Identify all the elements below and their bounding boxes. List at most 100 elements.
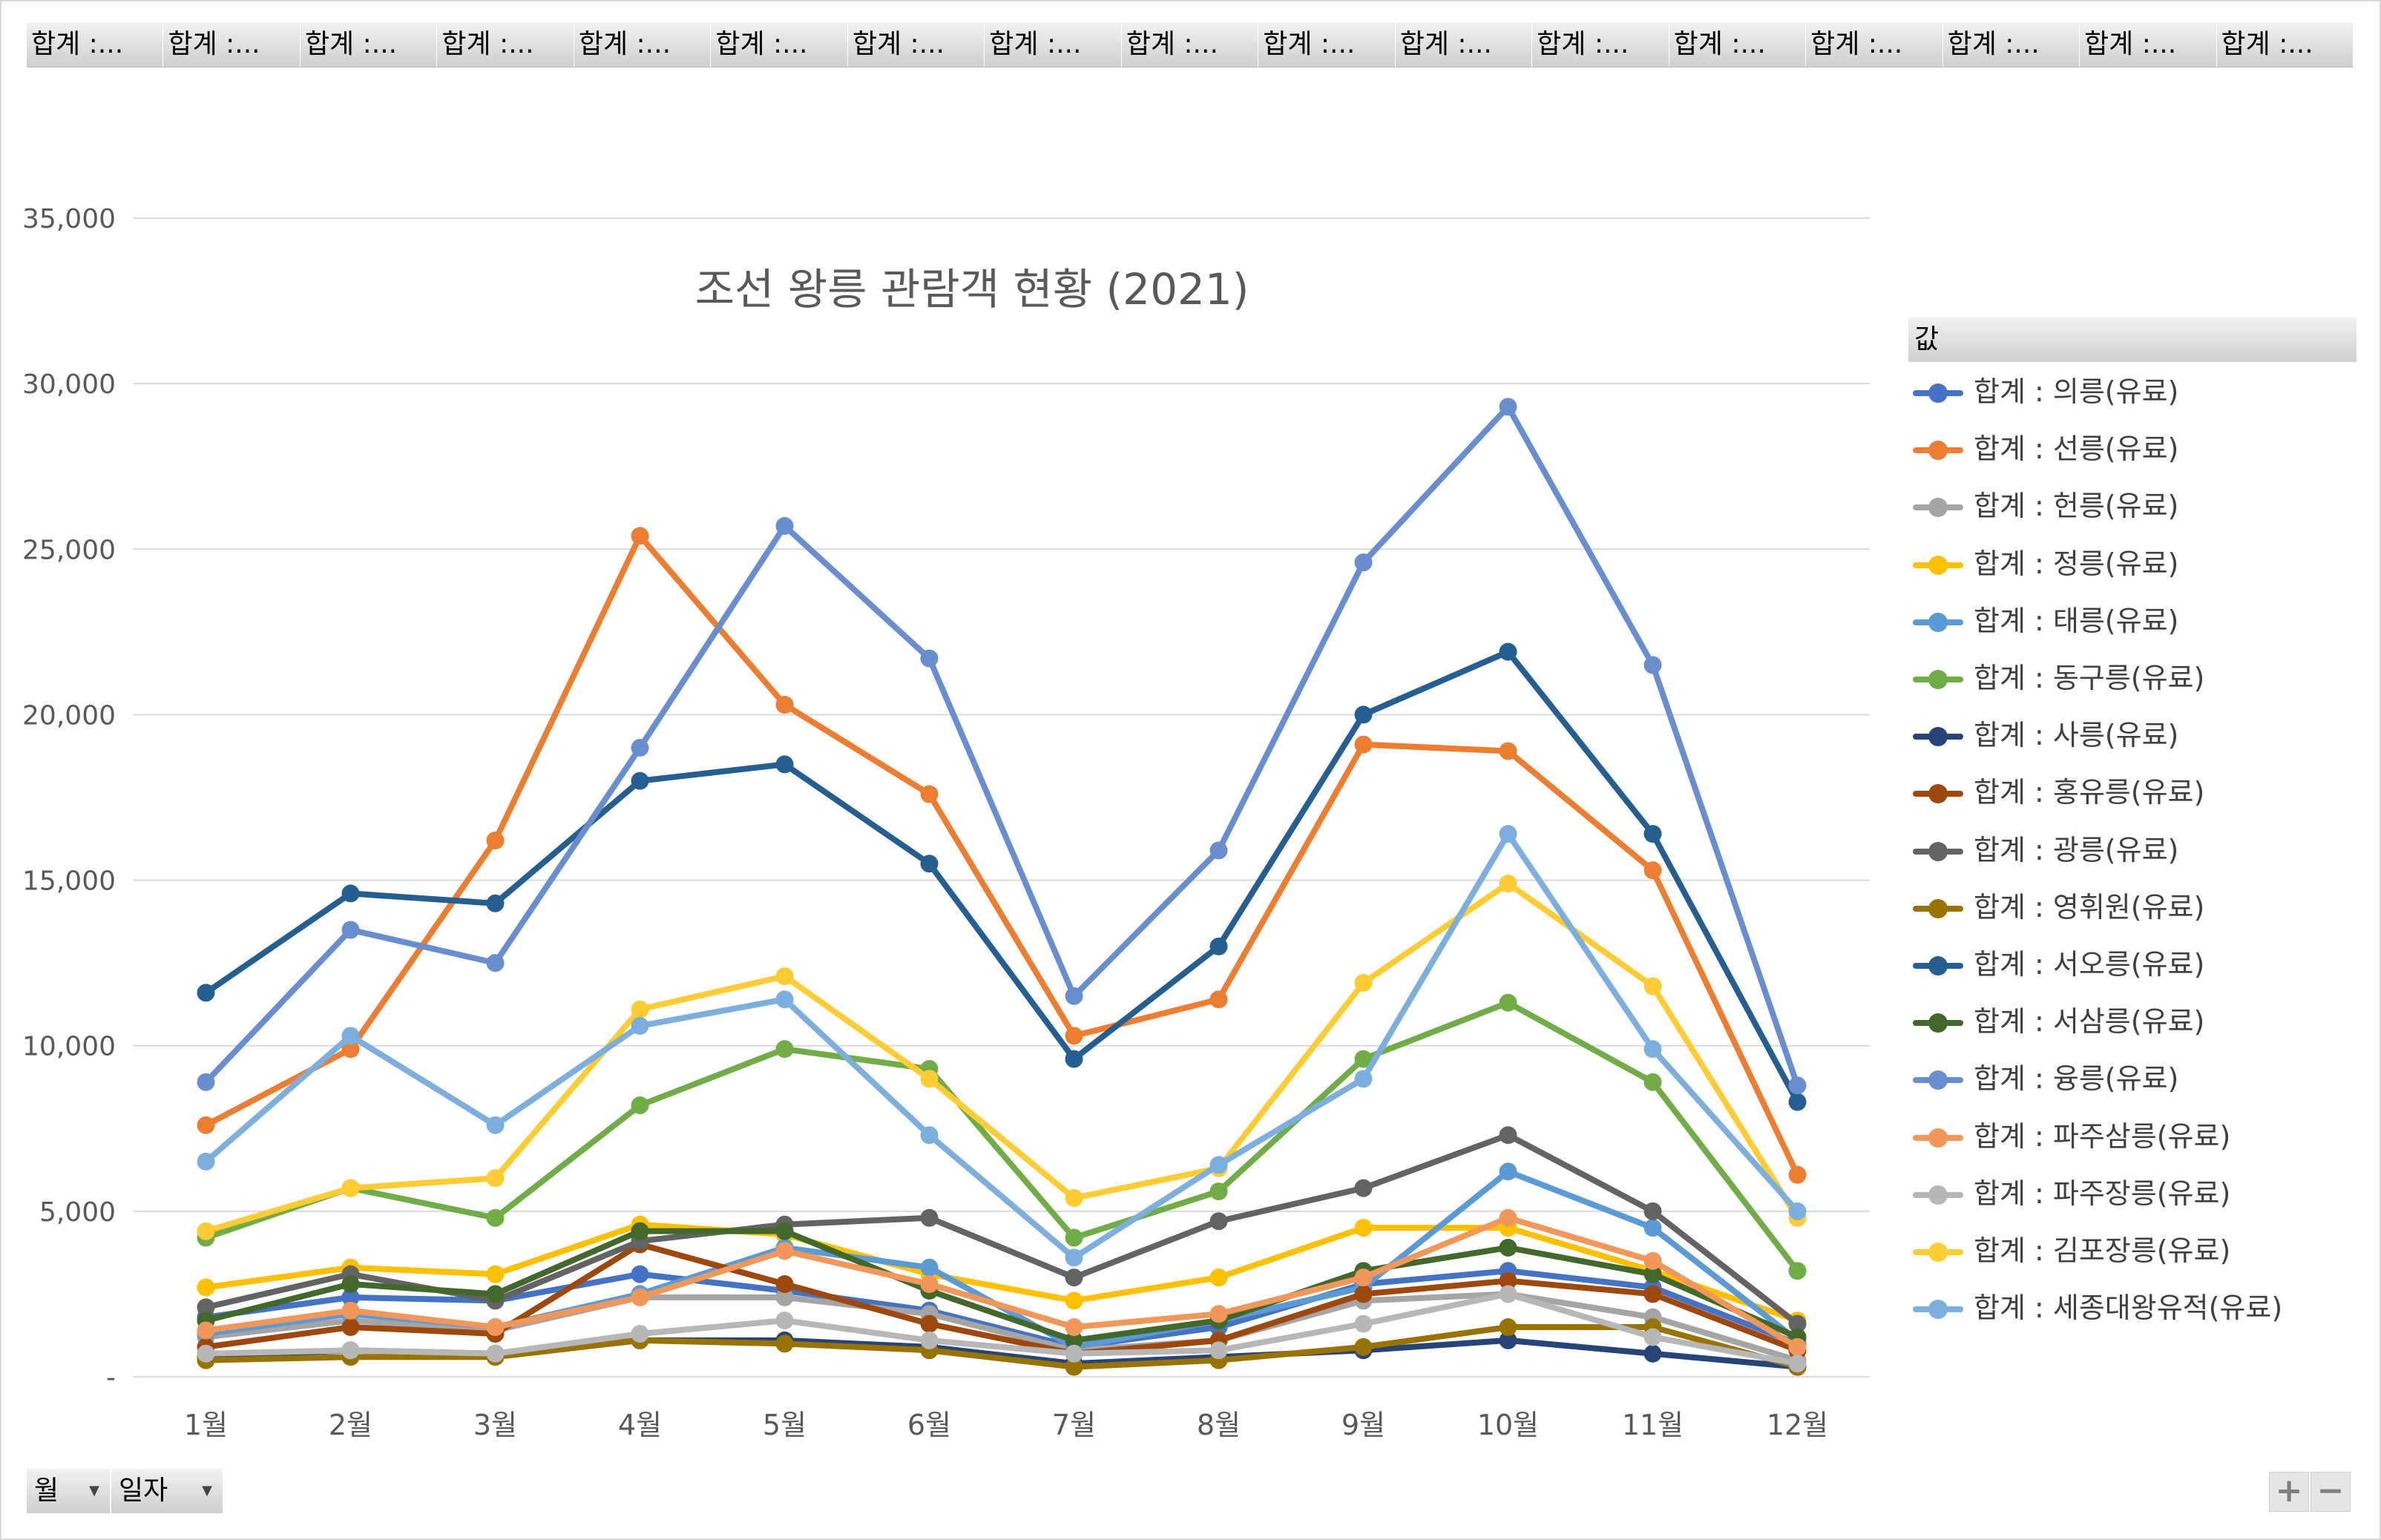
legend-header[interactable]: 값 — [1908, 317, 2357, 362]
data-point[interactable] — [920, 855, 939, 873]
data-point[interactable] — [1499, 1238, 1517, 1257]
series-line[interactable] — [203, 831, 1801, 1261]
value-field-button[interactable]: 합계 :... — [1532, 22, 1669, 67]
data-point[interactable] — [1788, 1337, 1807, 1356]
data-point[interactable] — [1788, 1093, 1807, 1111]
data-point[interactable] — [1499, 398, 1517, 416]
series-line[interactable] — [203, 1241, 1801, 1357]
value-field-button[interactable]: 합계 :... — [27, 22, 164, 67]
data-point[interactable] — [486, 1116, 505, 1134]
data-point[interactable] — [1499, 993, 1517, 1012]
data-point[interactable] — [920, 649, 939, 668]
series-17[interactable] — [197, 825, 1807, 1267]
data-point[interactable] — [197, 1321, 215, 1340]
data-point[interactable] — [1788, 1076, 1807, 1095]
data-point[interactable] — [775, 1288, 794, 1306]
data-point[interactable] — [486, 1344, 505, 1363]
value-field-button[interactable]: 합계 :... — [1258, 22, 1396, 67]
series-2[interactable] — [197, 527, 1807, 1184]
data-point[interactable] — [920, 1258, 939, 1277]
value-field-button[interactable]: 합계 :... — [1669, 22, 1807, 67]
collapse-button[interactable]: − — [2311, 1472, 2351, 1512]
data-point[interactable] — [486, 1285, 505, 1303]
data-point[interactable] — [1499, 1162, 1517, 1181]
data-point[interactable] — [1065, 1248, 1083, 1267]
data-point[interactable] — [1643, 825, 1662, 843]
data-point[interactable] — [920, 1070, 939, 1088]
data-point[interactable] — [920, 1314, 939, 1333]
data-point[interactable] — [1209, 990, 1228, 1009]
data-point[interactable] — [1065, 1027, 1083, 1045]
data-point[interactable] — [1065, 987, 1083, 1005]
data-point[interactable] — [1354, 553, 1373, 572]
value-field-button[interactable]: 합계 :... — [1396, 22, 1533, 67]
data-point[interactable] — [775, 967, 794, 985]
series-line[interactable] — [203, 1291, 1801, 1363]
data-point[interactable] — [1065, 1050, 1083, 1068]
data-point[interactable] — [486, 1208, 505, 1227]
series-line[interactable] — [203, 999, 1801, 1274]
data-point[interactable] — [1499, 1331, 1517, 1349]
month-field-button[interactable]: 월 ▼ — [27, 1469, 110, 1513]
data-point[interactable] — [1499, 642, 1517, 661]
data-point[interactable] — [1065, 1358, 1083, 1376]
data-point[interactable] — [775, 517, 794, 536]
data-point[interactable] — [1209, 1212, 1228, 1231]
data-point[interactable] — [341, 1301, 360, 1320]
data-point[interactable] — [631, 1288, 649, 1306]
data-point[interactable] — [631, 1324, 649, 1343]
value-field-button[interactable]: 합계 :... — [1943, 22, 2080, 67]
data-point[interactable] — [1643, 656, 1662, 674]
series-line[interactable] — [203, 1132, 1801, 1327]
data-point[interactable] — [486, 1265, 505, 1283]
data-point[interactable] — [1209, 841, 1228, 860]
data-point[interactable] — [1065, 1344, 1083, 1363]
data-point[interactable] — [1643, 1285, 1662, 1303]
series-line[interactable] — [203, 533, 1801, 1178]
data-point[interactable] — [775, 1040, 794, 1059]
series-line[interactable] — [203, 1221, 1801, 1324]
data-point[interactable] — [1209, 1305, 1228, 1323]
data-point[interactable] — [631, 527, 649, 545]
data-point[interactable] — [631, 1096, 649, 1115]
data-point[interactable] — [197, 1298, 215, 1317]
data-point[interactable] — [1354, 973, 1373, 992]
value-field-button[interactable]: 합계 :... — [301, 22, 438, 67]
series-line[interactable] — [203, 648, 1801, 1105]
data-point[interactable] — [1065, 1318, 1083, 1337]
series-line[interactable] — [203, 1214, 1801, 1350]
data-point[interactable] — [486, 832, 505, 850]
series-line[interactable] — [203, 881, 1801, 1234]
data-point[interactable] — [197, 984, 215, 1002]
data-point[interactable] — [1499, 742, 1517, 760]
data-point[interactable] — [1354, 735, 1373, 754]
data-point[interactable] — [1354, 1050, 1373, 1068]
data-point[interactable] — [1354, 1179, 1373, 1197]
series-6[interactable] — [197, 993, 1807, 1280]
data-point[interactable] — [920, 1208, 939, 1227]
data-point[interactable] — [1209, 937, 1228, 955]
data-point[interactable] — [1643, 861, 1662, 880]
data-point[interactable] — [1643, 977, 1662, 996]
data-point[interactable] — [486, 1169, 505, 1188]
value-field-button[interactable]: 합계 :... — [985, 22, 1122, 67]
data-point[interactable] — [1499, 1318, 1517, 1337]
day-field-button[interactable]: 일자 ▼ — [111, 1469, 223, 1513]
data-point[interactable] — [1354, 1219, 1373, 1237]
data-point[interactable] — [197, 1278, 215, 1297]
data-point[interactable] — [341, 1275, 360, 1294]
data-point[interactable] — [631, 1000, 649, 1019]
data-point[interactable] — [1065, 1291, 1083, 1310]
data-point[interactable] — [631, 1016, 649, 1035]
data-point[interactable] — [341, 1341, 360, 1360]
data-point[interactable] — [920, 785, 939, 803]
data-point[interactable] — [1499, 875, 1517, 893]
data-point[interactable] — [775, 1312, 794, 1330]
series-15[interactable] — [197, 1285, 1807, 1373]
series-13[interactable] — [197, 398, 1807, 1095]
data-point[interactable] — [1643, 1040, 1662, 1059]
data-point[interactable] — [341, 884, 360, 903]
data-point[interactable] — [1209, 1268, 1228, 1287]
data-point[interactable] — [920, 1331, 939, 1349]
data-point[interactable] — [1788, 1202, 1807, 1220]
